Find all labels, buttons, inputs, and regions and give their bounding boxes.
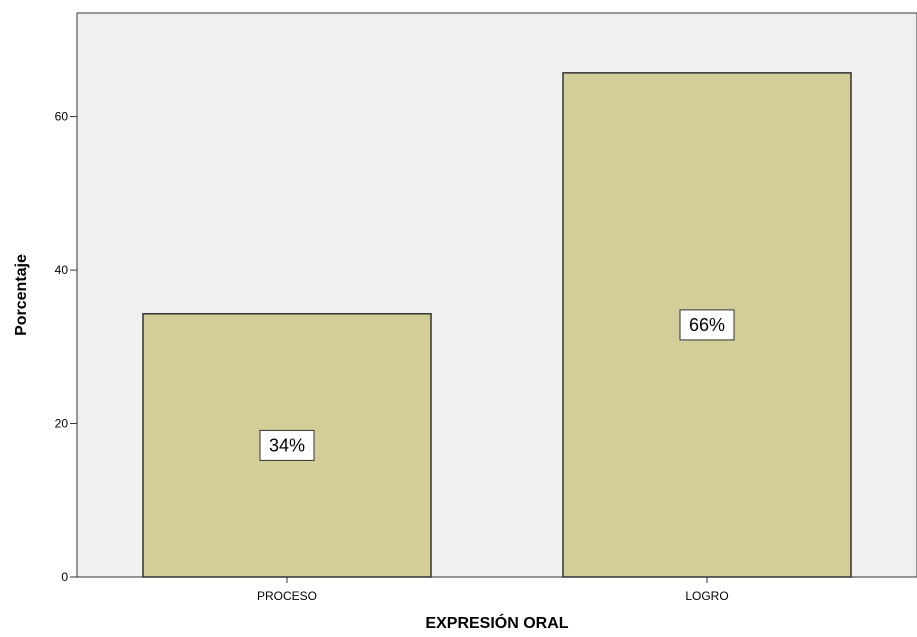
data-label-box-logro [679,309,735,341]
y-axis-title: Porcentaje [13,254,30,336]
y-axis: 0 20 40 60 [55,110,77,584]
data-label-proceso: 34% [269,435,305,455]
y-tick-label-0: 0 [61,570,68,584]
x-axis: PROCESO LOGRO [257,577,729,603]
x-tick-label-logro: LOGRO [685,589,728,603]
x-tick-label-proceso: PROCESO [257,589,317,603]
y-tick-label-20: 20 [55,417,69,431]
data-label-logro: 66% [689,315,725,335]
bars-group: 34% 66% [142,72,852,578]
y-tick-label-60: 60 [55,110,69,124]
y-tick-label-40: 40 [55,263,69,277]
x-axis-title: EXPRESIÓN ORAL [425,613,568,632]
data-label-box-proceso [259,429,315,461]
